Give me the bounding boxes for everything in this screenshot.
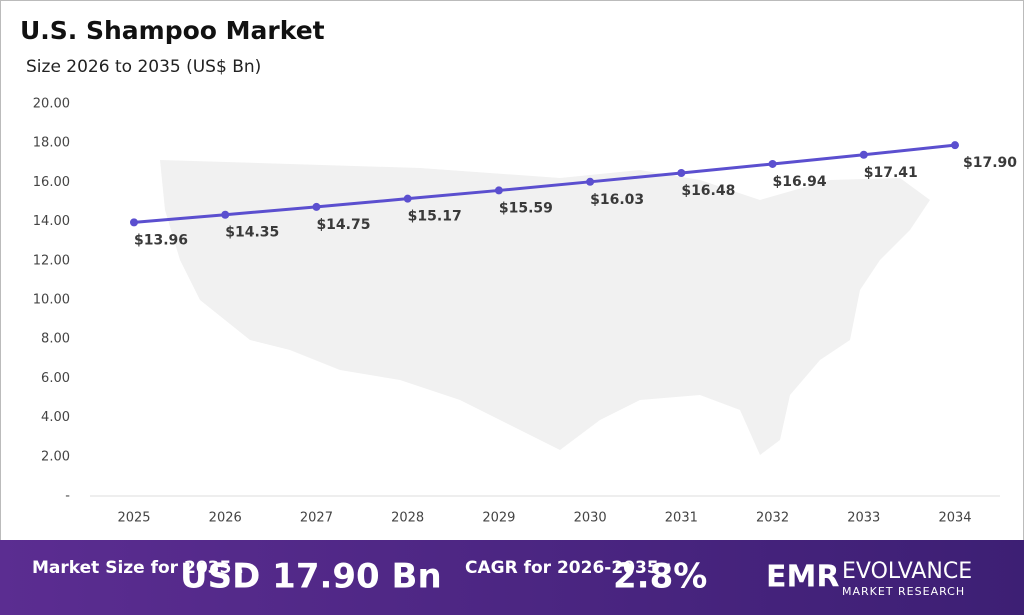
brand: EVOLVANCE [842,559,972,584]
footer-cagr: 2.8% [613,557,707,597]
y-tick-label: 10.00 [33,293,70,308]
x-tick-label: 2033 [847,511,880,526]
x-tick-label: 2029 [482,511,515,526]
brand-sub: MARKET RESEARCH [842,585,965,598]
y-tick-label: - [65,489,70,504]
point [859,150,868,159]
y-tick-label: 8.00 [41,332,70,347]
chart-title: U.S. Shampoo Market [20,16,325,45]
value-label: $17.90 [963,155,1017,171]
point [221,210,230,219]
x-tick-label: 2027 [300,511,333,526]
x-tick-label: 2032 [756,511,789,526]
y-tick-label: 12.00 [33,253,70,268]
footer-cagr-label: CAGR for 2026-2035 : [465,558,671,578]
y-tick-label: 6.00 [41,371,70,386]
y-tick-label: 2.00 [41,449,70,464]
line [133,143,956,224]
y-tick-label: 4.00 [41,410,70,425]
value-label: $15.17 [408,209,462,225]
y-tick-label: 16.00 [33,175,70,190]
point [130,218,138,227]
footer-band [0,540,1024,615]
value-label: $16.03 [590,192,644,208]
value-label: $16.48 [681,183,735,199]
x-tick-label: 2034 [938,511,971,526]
point [312,202,321,211]
value-label: $13.96 [134,232,188,248]
y-tick-label: 20.00 [33,97,70,112]
map-silhouette [160,160,930,455]
y-tick-label: 14.00 [33,214,70,229]
value-label: $17.41 [864,165,918,181]
point [494,186,503,195]
value-label: $14.75 [316,217,370,233]
footer-size: USD 17.90 Bn [180,557,442,597]
y-tick-label: 18.00 [33,136,70,151]
x-tick-label: 2026 [209,511,242,526]
x-tick-label: 2031 [665,511,698,526]
point [951,141,959,150]
chart-subtitle: Size 2026 to 2035 (US$ Bn) [26,57,261,77]
x-tick-label: 2025 [117,511,150,526]
value-label: $15.59 [499,200,553,216]
point [768,159,777,168]
point [403,194,412,203]
value-label: $16.94 [773,174,827,190]
x-tick-label: 2030 [574,511,607,526]
value-label: $14.35 [225,225,279,241]
point [586,177,595,186]
footer-size-label: Market Size for 2035 : [32,558,244,578]
x-tick-label: 2028 [391,511,424,526]
logo: EMR [766,560,839,595]
point [677,168,686,177]
